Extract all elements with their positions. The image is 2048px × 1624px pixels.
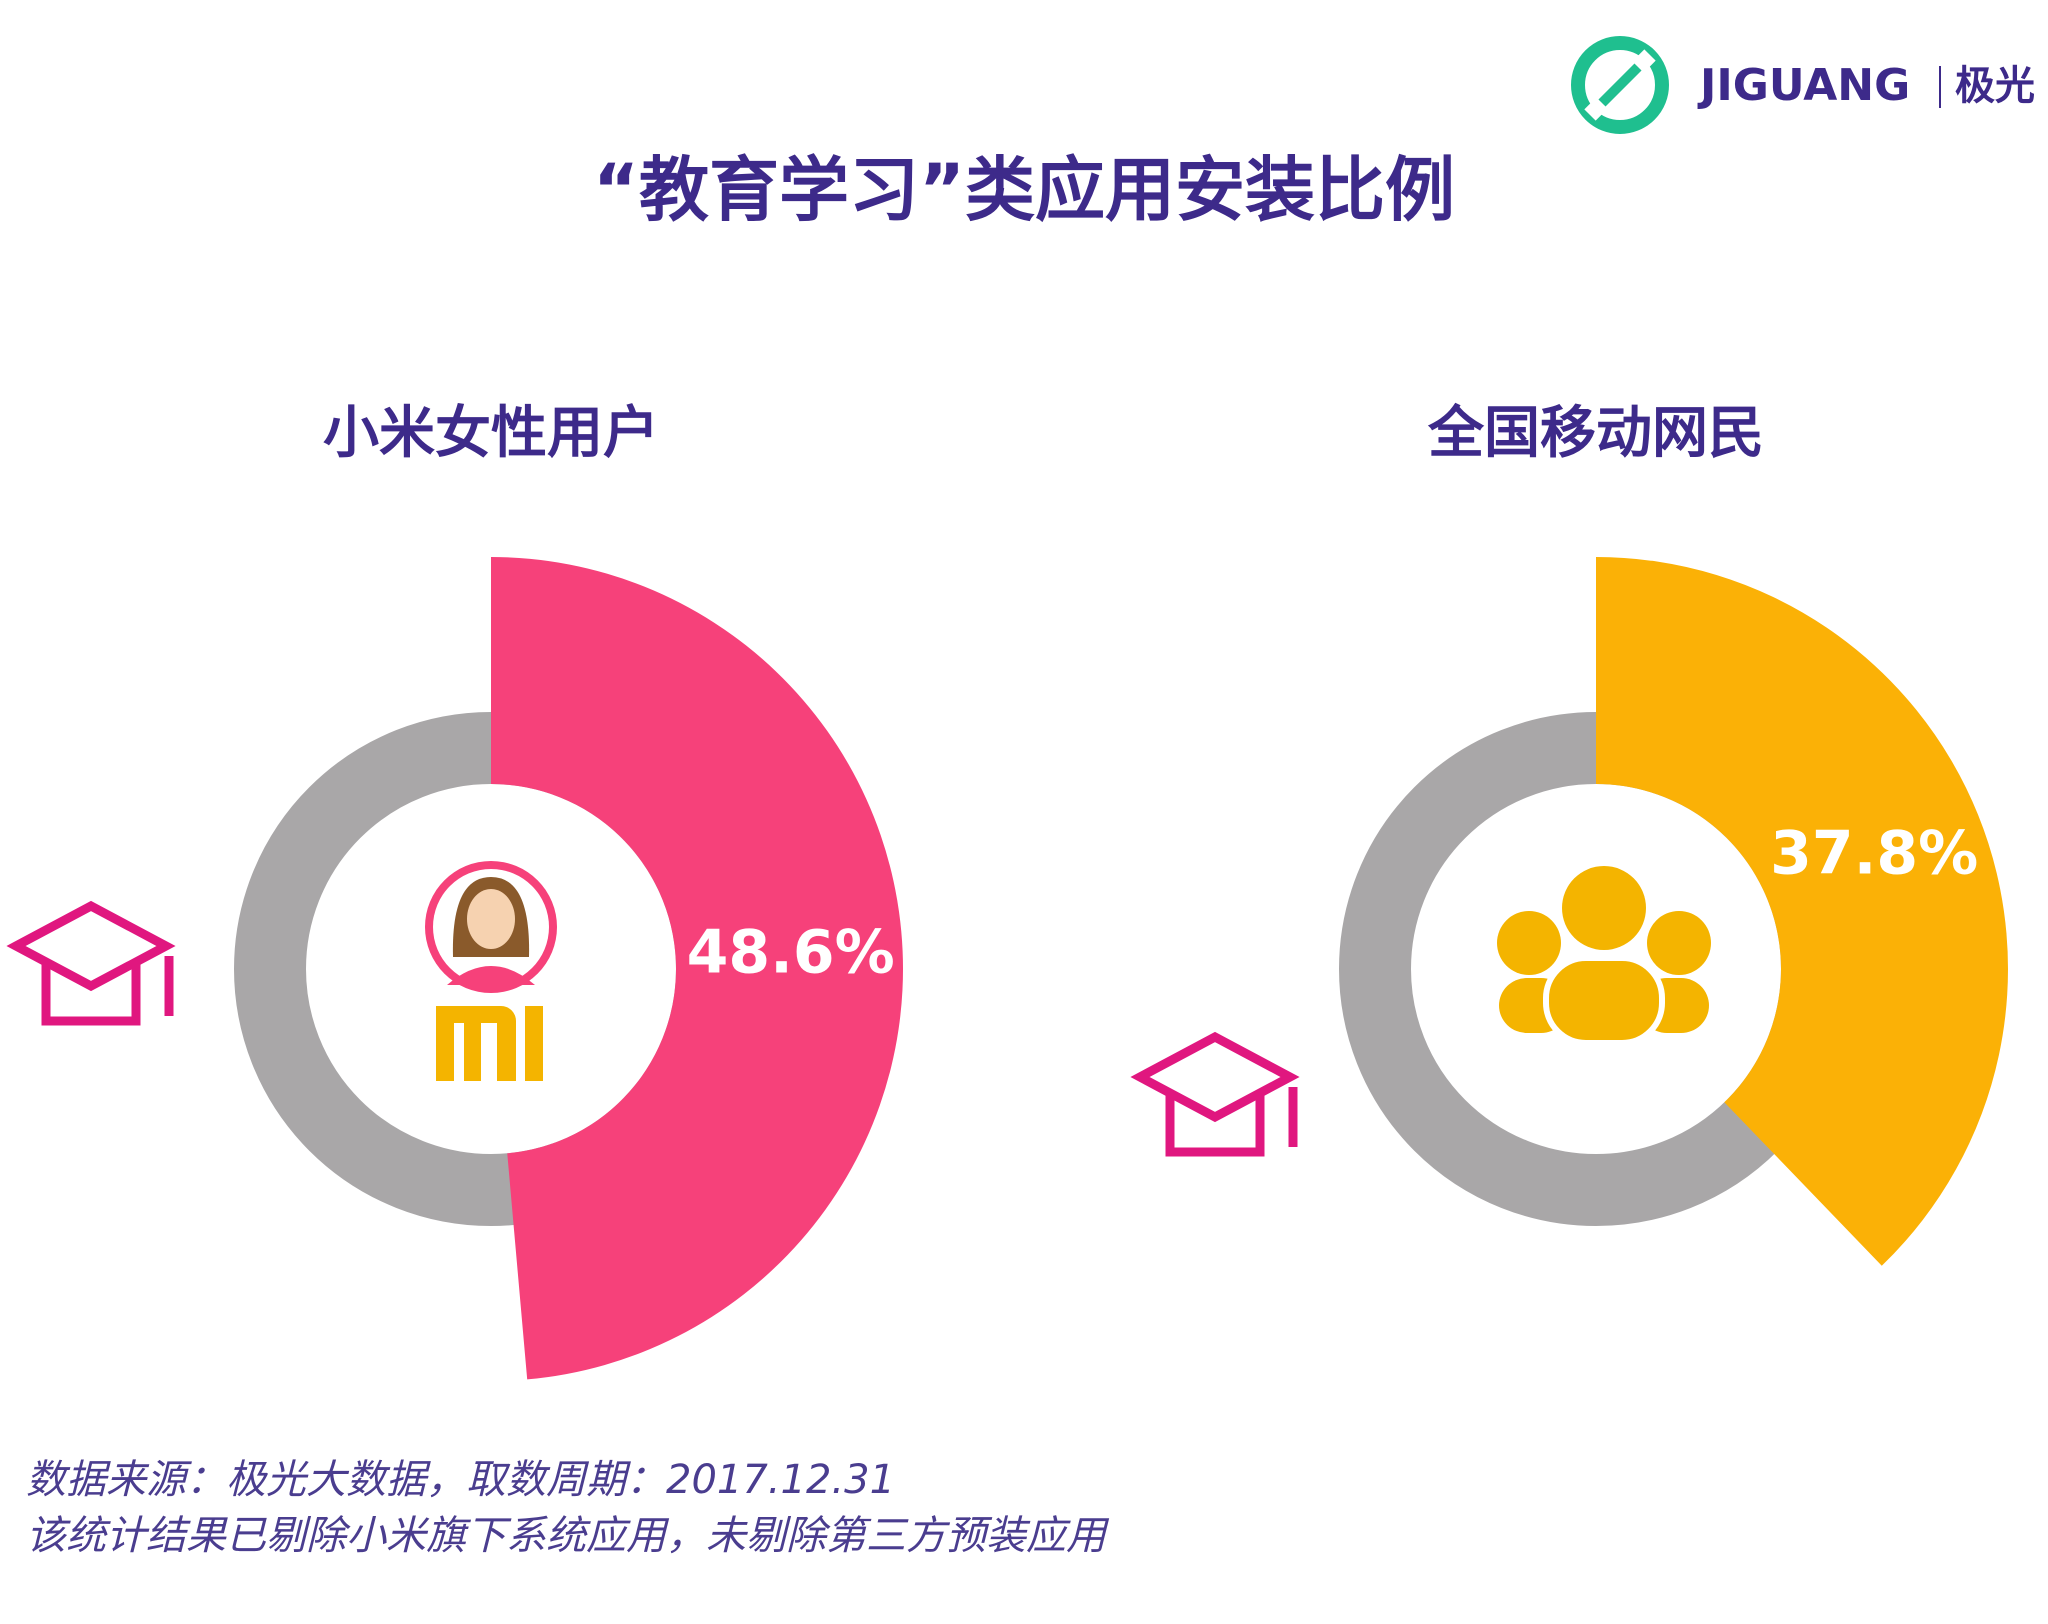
people-icon: [1497, 866, 1711, 1046]
grad-cap-icon: [1130, 1031, 1300, 1157]
page-title: “教育学习”类应用安装比例: [593, 149, 1455, 231]
logo-brand: JIGUANG: [1697, 60, 1910, 111]
icons: [6, 861, 1711, 1157]
logo-icon: [1571, 36, 1669, 134]
logo-brand-cn: 极光: [1955, 63, 2035, 109]
logo-ring: [1571, 36, 1669, 134]
charts: 小米女性用户 48.6% 全国移动网民 37.8%: [234, 401, 2008, 1380]
mi-logo: [436, 1006, 543, 1081]
footnote: 该统计结果已剔除小米旗下系统应用，未剔除第三方预装应用: [26, 1513, 1110, 1559]
pie-sector: [491, 557, 904, 1380]
logo-bar: [1598, 63, 1642, 107]
woman-avatar: [425, 861, 557, 993]
footnote: 数据来源：极光大数据，取数周期：2017.12.31: [26, 1457, 895, 1503]
chart-title: 全国移动网民: [1427, 401, 1764, 466]
grad-cap-icon: [6, 900, 176, 1026]
chart-title: 小米女性用户: [323, 401, 659, 466]
logo: JIGUANG 极光: [1571, 36, 2035, 134]
value-label: 48.6%: [687, 917, 895, 987]
pie-sector: [1596, 557, 2008, 1266]
value-label: 37.8%: [1770, 818, 1978, 888]
